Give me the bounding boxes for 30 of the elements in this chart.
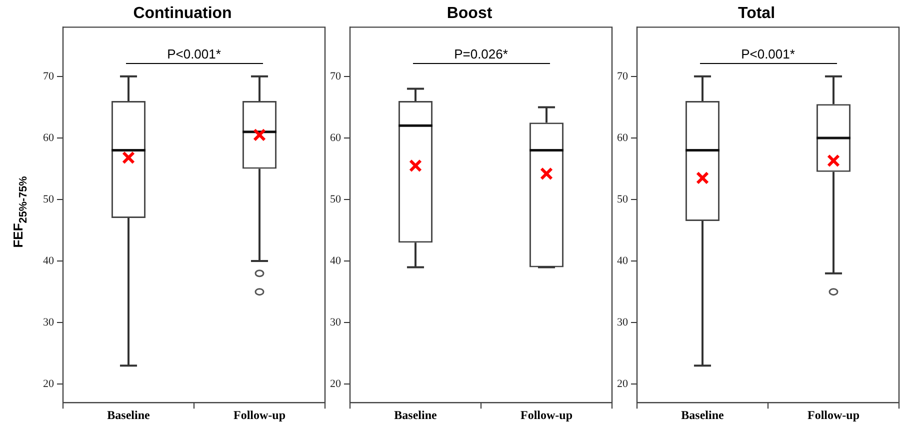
annotation: P<0.001* — [167, 46, 221, 62]
x-tick-label: Baseline — [107, 408, 151, 422]
y-tick-label: 70 — [43, 70, 54, 82]
y-tick-label: 30 — [43, 316, 54, 328]
y-tick-label: 60 — [43, 132, 54, 144]
y-tick-label: 60 — [330, 132, 342, 144]
y-tick-label: 60 — [617, 132, 628, 144]
x-tick-label: Follow-up — [233, 408, 286, 422]
y-tick-label: 30 — [330, 316, 342, 328]
annotation: P<0.001* — [741, 46, 795, 62]
chart-title: Boost — [446, 5, 493, 22]
y-tick-label: 50 — [330, 193, 342, 206]
x-tick-label: Follow-up — [520, 408, 573, 422]
annotation: P=0.026* — [454, 46, 508, 62]
x-tick-label: Follow-up — [807, 408, 860, 422]
y-tick-label: 70 — [330, 70, 342, 82]
y-tick-label: 50 — [43, 193, 54, 206]
x-tick-label: Baseline — [394, 408, 438, 422]
y-tick-label: 40 — [617, 254, 628, 267]
y-tick-label: 30 — [617, 316, 628, 328]
y-tick-label: 40 — [330, 254, 342, 267]
y-tick-label: 20 — [43, 378, 54, 390]
y-tick-label: 20 — [617, 378, 628, 390]
chart-title: Total — [738, 5, 776, 22]
y-tick-label: 40 — [43, 254, 54, 267]
y-tick-label: 50 — [617, 193, 628, 206]
y-tick-label: 20 — [330, 378, 342, 390]
x-tick-label: Baseline — [681, 408, 725, 422]
y-tick-label: 70 — [617, 70, 628, 82]
chart-title: Continuation — [133, 5, 232, 22]
